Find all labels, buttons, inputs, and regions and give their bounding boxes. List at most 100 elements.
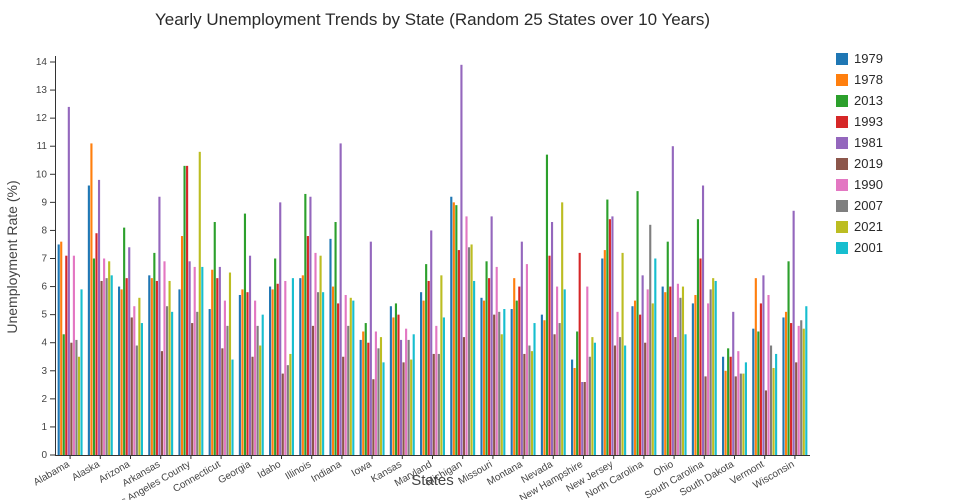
bar[interactable] xyxy=(525,264,528,455)
bar[interactable] xyxy=(520,241,523,455)
bar[interactable] xyxy=(450,196,453,456)
bar[interactable] xyxy=(372,379,375,455)
bar[interactable] xyxy=(646,289,649,455)
bar[interactable] xyxy=(485,261,488,455)
bar[interactable] xyxy=(442,317,445,455)
bar[interactable] xyxy=(593,342,596,455)
legend-item-2021[interactable]: 2021 xyxy=(836,220,883,234)
bar[interactable] xyxy=(130,317,133,455)
bar[interactable] xyxy=(399,339,403,455)
bar[interactable] xyxy=(97,179,101,455)
bar[interactable] xyxy=(558,323,561,455)
bar[interactable] xyxy=(707,303,710,455)
bar[interactable] xyxy=(405,328,408,455)
bar[interactable] xyxy=(616,311,619,455)
bar[interactable] xyxy=(158,196,161,456)
bar[interactable] xyxy=(583,382,586,455)
bar[interactable] xyxy=(186,165,189,456)
bar[interactable] xyxy=(123,227,126,455)
bar[interactable] xyxy=(462,337,466,455)
bar[interactable] xyxy=(460,64,463,455)
bar[interactable] xyxy=(737,351,740,455)
bar[interactable] xyxy=(533,323,536,455)
bar[interactable] xyxy=(732,311,735,455)
bar[interactable] xyxy=(196,311,199,455)
bar[interactable] xyxy=(422,300,425,455)
bar[interactable] xyxy=(795,362,798,455)
bar[interactable] xyxy=(679,297,682,455)
bar[interactable] xyxy=(347,325,350,455)
bar[interactable] xyxy=(767,294,770,455)
bar[interactable] xyxy=(608,219,611,455)
bar[interactable] xyxy=(467,247,471,455)
bar[interactable] xyxy=(279,202,282,455)
bar[interactable] xyxy=(108,261,111,455)
bar[interactable] xyxy=(618,337,622,455)
legend-item-2013[interactable]: 2013 xyxy=(836,94,883,108)
bar[interactable] xyxy=(120,289,123,455)
bar[interactable] xyxy=(727,348,730,455)
bar[interactable] xyxy=(490,216,493,455)
bar[interactable] xyxy=(674,337,677,455)
bar[interactable] xyxy=(754,278,757,455)
bar[interactable] xyxy=(155,280,158,455)
bar[interactable] xyxy=(369,241,372,455)
bar[interactable] xyxy=(744,362,747,455)
bar[interactable] xyxy=(769,345,773,455)
bar[interactable] xyxy=(223,300,226,455)
legend-item-2019[interactable]: 2019 xyxy=(836,157,883,171)
bar[interactable] xyxy=(153,252,156,455)
bar[interactable] xyxy=(90,143,93,455)
bar[interactable] xyxy=(412,334,415,455)
bar[interactable] xyxy=(631,306,634,455)
bar[interactable] xyxy=(435,325,438,455)
bar[interactable] xyxy=(440,275,443,455)
bar[interactable] xyxy=(603,250,606,455)
bar[interactable] xyxy=(256,325,259,455)
bar[interactable] xyxy=(493,314,496,455)
bar[interactable] xyxy=(349,297,352,455)
bar[interactable] xyxy=(75,339,78,455)
bar[interactable] xyxy=(633,300,637,455)
bar[interactable] xyxy=(304,193,307,455)
bar[interactable] xyxy=(213,222,216,455)
bar[interactable] xyxy=(311,325,315,455)
bar[interactable] xyxy=(513,278,516,455)
bar[interactable] xyxy=(352,300,355,455)
bar[interactable] xyxy=(77,356,81,455)
bar[interactable] xyxy=(530,351,534,455)
bar[interactable] xyxy=(437,353,440,455)
bar[interactable] xyxy=(563,289,566,455)
bar[interactable] xyxy=(498,311,501,455)
bar[interactable] xyxy=(299,278,302,455)
bar[interactable] xyxy=(734,376,737,455)
bar[interactable] xyxy=(701,185,705,455)
bar[interactable] xyxy=(57,244,60,455)
bar[interactable] xyxy=(301,275,304,455)
bar[interactable] xyxy=(588,356,591,455)
bar[interactable] xyxy=(704,376,707,455)
bar[interactable] xyxy=(482,300,486,455)
bar[interactable] xyxy=(241,289,244,455)
bar[interactable] xyxy=(198,151,201,455)
bar[interactable] xyxy=(133,306,136,455)
bar[interactable] xyxy=(67,106,70,455)
bar[interactable] xyxy=(281,373,284,455)
bar[interactable] xyxy=(394,303,398,455)
bar[interactable] xyxy=(470,244,473,455)
bar[interactable] xyxy=(556,286,559,455)
bar[interactable] xyxy=(289,353,292,455)
bar[interactable] xyxy=(762,275,765,455)
bar[interactable] xyxy=(772,367,775,455)
bar[interactable] xyxy=(639,314,642,455)
bar[interactable] xyxy=(757,331,760,455)
bar[interactable] xyxy=(379,337,383,455)
bar[interactable] xyxy=(150,278,153,455)
bar[interactable] xyxy=(571,359,574,455)
bar[interactable] xyxy=(291,278,294,455)
bar[interactable] xyxy=(70,342,73,455)
bar[interactable] xyxy=(782,317,785,455)
bar[interactable] xyxy=(180,236,184,455)
bar[interactable] xyxy=(221,348,224,455)
bar[interactable] xyxy=(430,230,433,455)
